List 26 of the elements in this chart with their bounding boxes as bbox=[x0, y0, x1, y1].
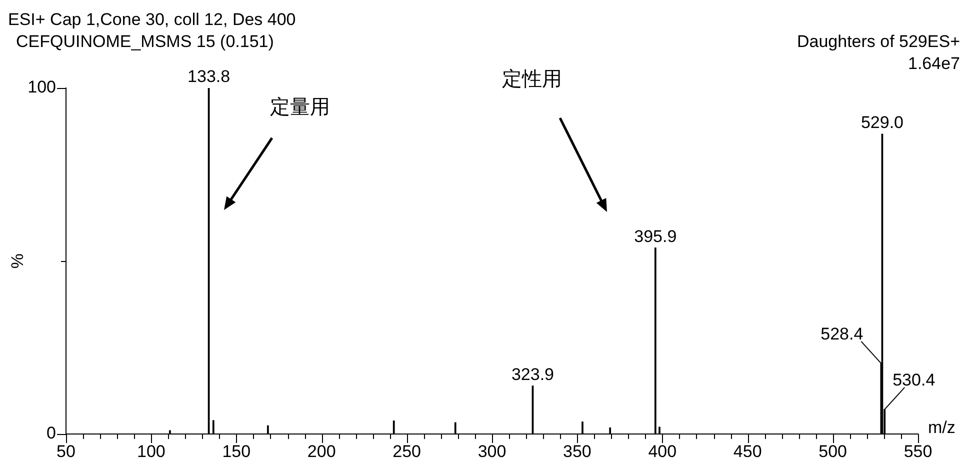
x-tick-label: 400 bbox=[648, 442, 677, 461]
x-axis-title: m/z bbox=[928, 418, 956, 438]
annotation: 323.9 bbox=[511, 365, 554, 384]
x-tick-label: 150 bbox=[222, 442, 251, 461]
x-tick-label: 500 bbox=[818, 442, 847, 461]
y-tick-label: 0 bbox=[46, 424, 56, 443]
annotation: 定性用 bbox=[502, 68, 562, 91]
chart-subtitle: CEFQUINOME_MSMS 15 (0.151) bbox=[16, 32, 274, 52]
x-tick-label: 200 bbox=[307, 442, 336, 461]
annotation: 529.0 bbox=[860, 113, 904, 132]
x-tick-label: 300 bbox=[478, 442, 506, 461]
chart-title: ESI+ Cap 1,Cone 30, coll 12, Des 400 bbox=[8, 10, 296, 30]
annotation: 定量用 bbox=[270, 96, 330, 119]
y-axis-title: % bbox=[8, 253, 27, 269]
x-tick-label: 450 bbox=[733, 442, 762, 461]
x-tick-label: 350 bbox=[563, 442, 592, 461]
x-tick-label: 250 bbox=[392, 442, 421, 461]
x-tick-label: 100 bbox=[137, 442, 166, 461]
text: Daughters of 529ES+ bbox=[796, 32, 960, 52]
annotation: 528.4 bbox=[820, 324, 864, 344]
annotation: 395.9 bbox=[634, 227, 677, 246]
x-tick-label: 50 bbox=[56, 442, 76, 461]
annotation: 530.4 bbox=[892, 370, 936, 390]
annotation: 133.8 bbox=[188, 67, 230, 86]
x-tick-label: 550 bbox=[904, 442, 932, 461]
text: 1.64e7 bbox=[908, 54, 960, 74]
